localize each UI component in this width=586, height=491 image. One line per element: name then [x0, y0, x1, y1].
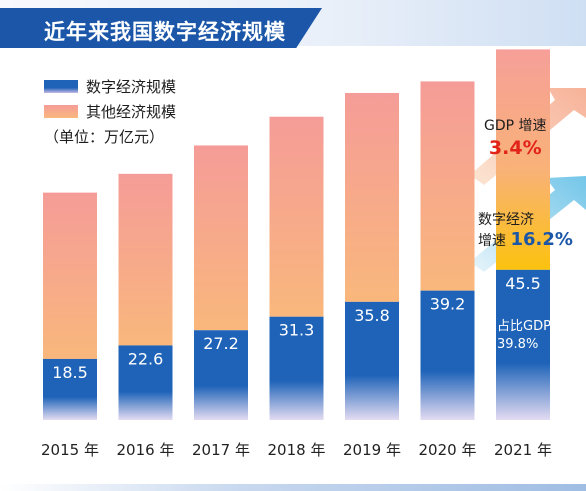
year-label-0: 2015 年: [41, 441, 99, 459]
gdp-growth-label: GDP 增速: [484, 118, 547, 134]
gdp-growth-value: 3.4%: [488, 137, 542, 159]
legend: 数字经济规模 其他经济规模 （单位：万亿元）: [44, 76, 176, 147]
legend-label-digital: 数字经济规模: [86, 77, 177, 96]
title-banner: [0, 8, 322, 48]
legend-swatch-other: [44, 104, 78, 118]
year-label-2: 2017 年: [192, 441, 250, 459]
bar-digital-0: [43, 358, 97, 420]
bar-digital-label-1: 22.6: [128, 349, 164, 368]
bar-digital-label-6: 45.5: [505, 274, 541, 293]
bar-other-4: [345, 92, 399, 302]
bar-digital-label-3: 31.3: [279, 321, 315, 340]
digital-growth-label-1: 数字经济: [478, 212, 534, 228]
bar-other-2: [194, 145, 248, 331]
bar-other-6: [496, 49, 550, 270]
year-label-6: 2021 年: [494, 441, 552, 459]
bar-other-5: [420, 81, 475, 291]
legend-item-other: 其他经济规模: [44, 101, 176, 121]
year-label-3: 2018 年: [268, 441, 326, 459]
bar-digital-label-5: 39.2: [430, 295, 466, 314]
digital-growth-value: 16.2%: [510, 229, 573, 250]
bar-digital-label-2: 27.2: [203, 334, 239, 353]
bar-digital-2: [194, 330, 248, 420]
gdp-share-value: 39.8%: [497, 337, 539, 352]
legend-unit: （单位：万亿元）: [44, 128, 165, 146]
digital-growth-annotation: 数字经济 增速 16.2%: [478, 210, 573, 251]
legend-label-other: 其他经济规模: [86, 102, 177, 121]
bar-digital-4: [345, 301, 399, 420]
chart-title: 近年来我国数字经济规模: [44, 20, 286, 44]
digital-growth-label-2: 增速: [478, 233, 506, 249]
bar-digital-6: [496, 269, 550, 420]
bar-digital-3: [269, 316, 324, 420]
legend-item-digital: 数字经济规模: [44, 76, 176, 96]
gdp-share-label: 占比GDP: [497, 319, 551, 334]
bar-digital-label-4: 35.8: [354, 306, 390, 325]
bar-digital-1: [118, 345, 173, 420]
year-label-4: 2019 年: [343, 441, 401, 459]
gdp-share-annotation: 占比GDP 39.8%: [497, 318, 551, 354]
bottom-decor-line: [0, 484, 586, 491]
bar-other-1: [118, 173, 173, 346]
bar-digital-5: [420, 290, 475, 420]
gdp-growth-annotation: GDP 增速 3.4%: [484, 115, 547, 159]
bar-other-3: [269, 116, 324, 317]
year-label-1: 2016 年: [117, 441, 175, 459]
bar-digital-label-0: 18.5: [52, 363, 88, 382]
bar-other-0: [43, 192, 97, 359]
year-label-5: 2020 年: [419, 441, 477, 459]
legend-swatch-digital: [44, 79, 78, 93]
